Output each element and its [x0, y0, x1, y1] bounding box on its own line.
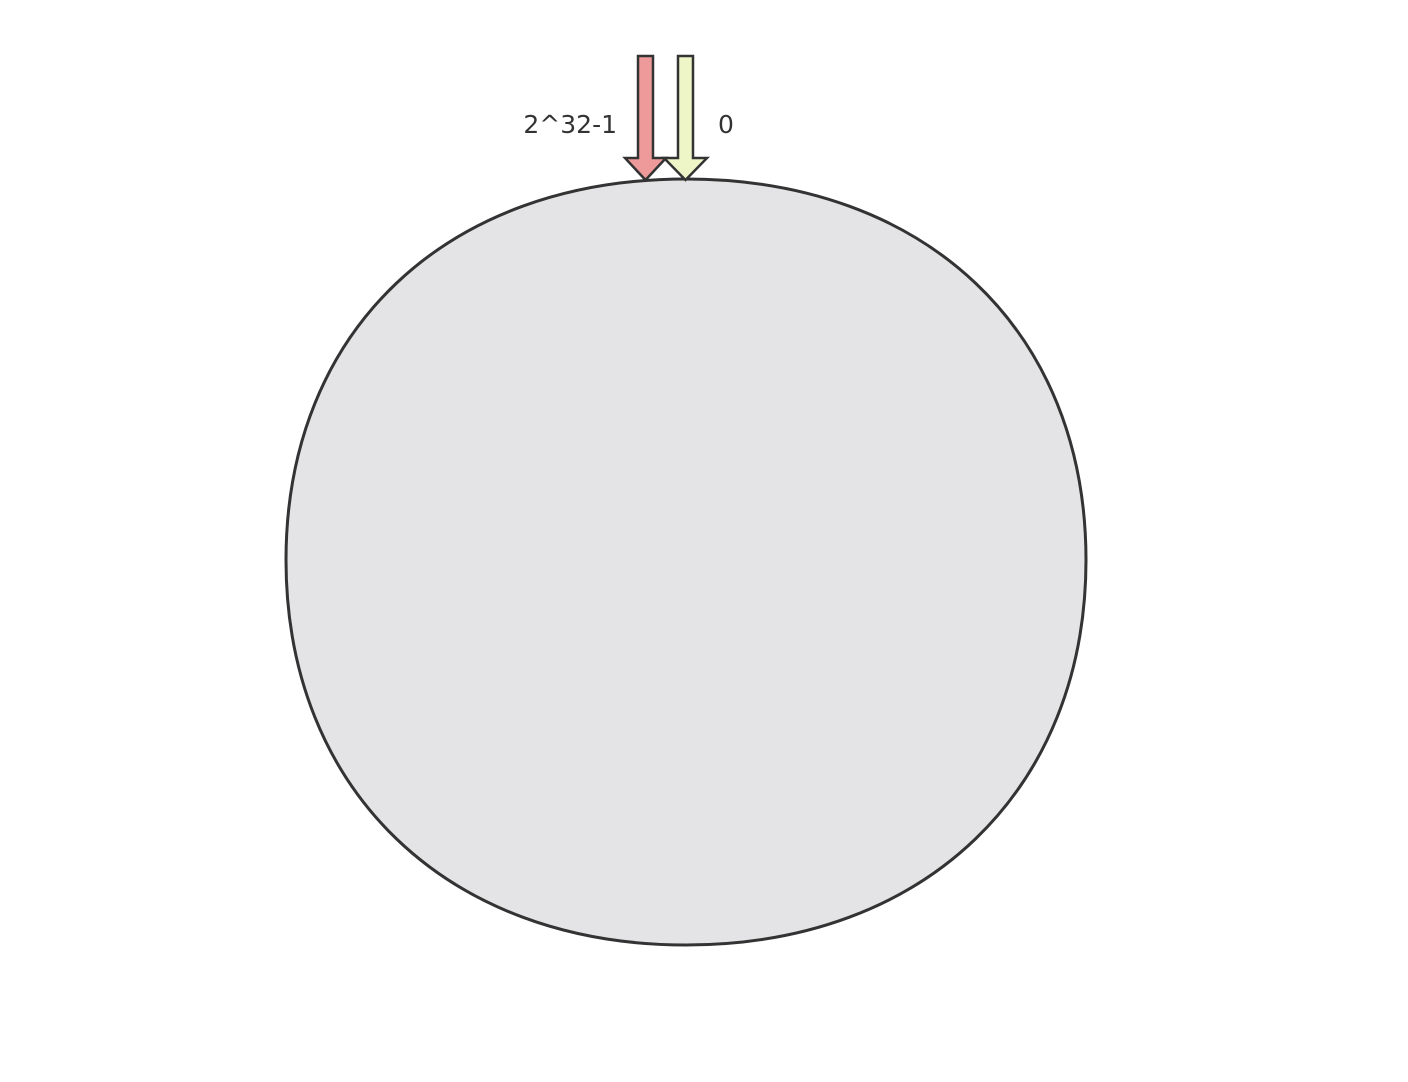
hash-ring — [284, 177, 1088, 947]
arrow-down-icon — [622, 54, 669, 182]
max-value-label: 2^32-1 — [523, 110, 617, 139]
zero-value-label: 0 — [718, 110, 734, 139]
arrow-down-icon — [661, 54, 710, 182]
